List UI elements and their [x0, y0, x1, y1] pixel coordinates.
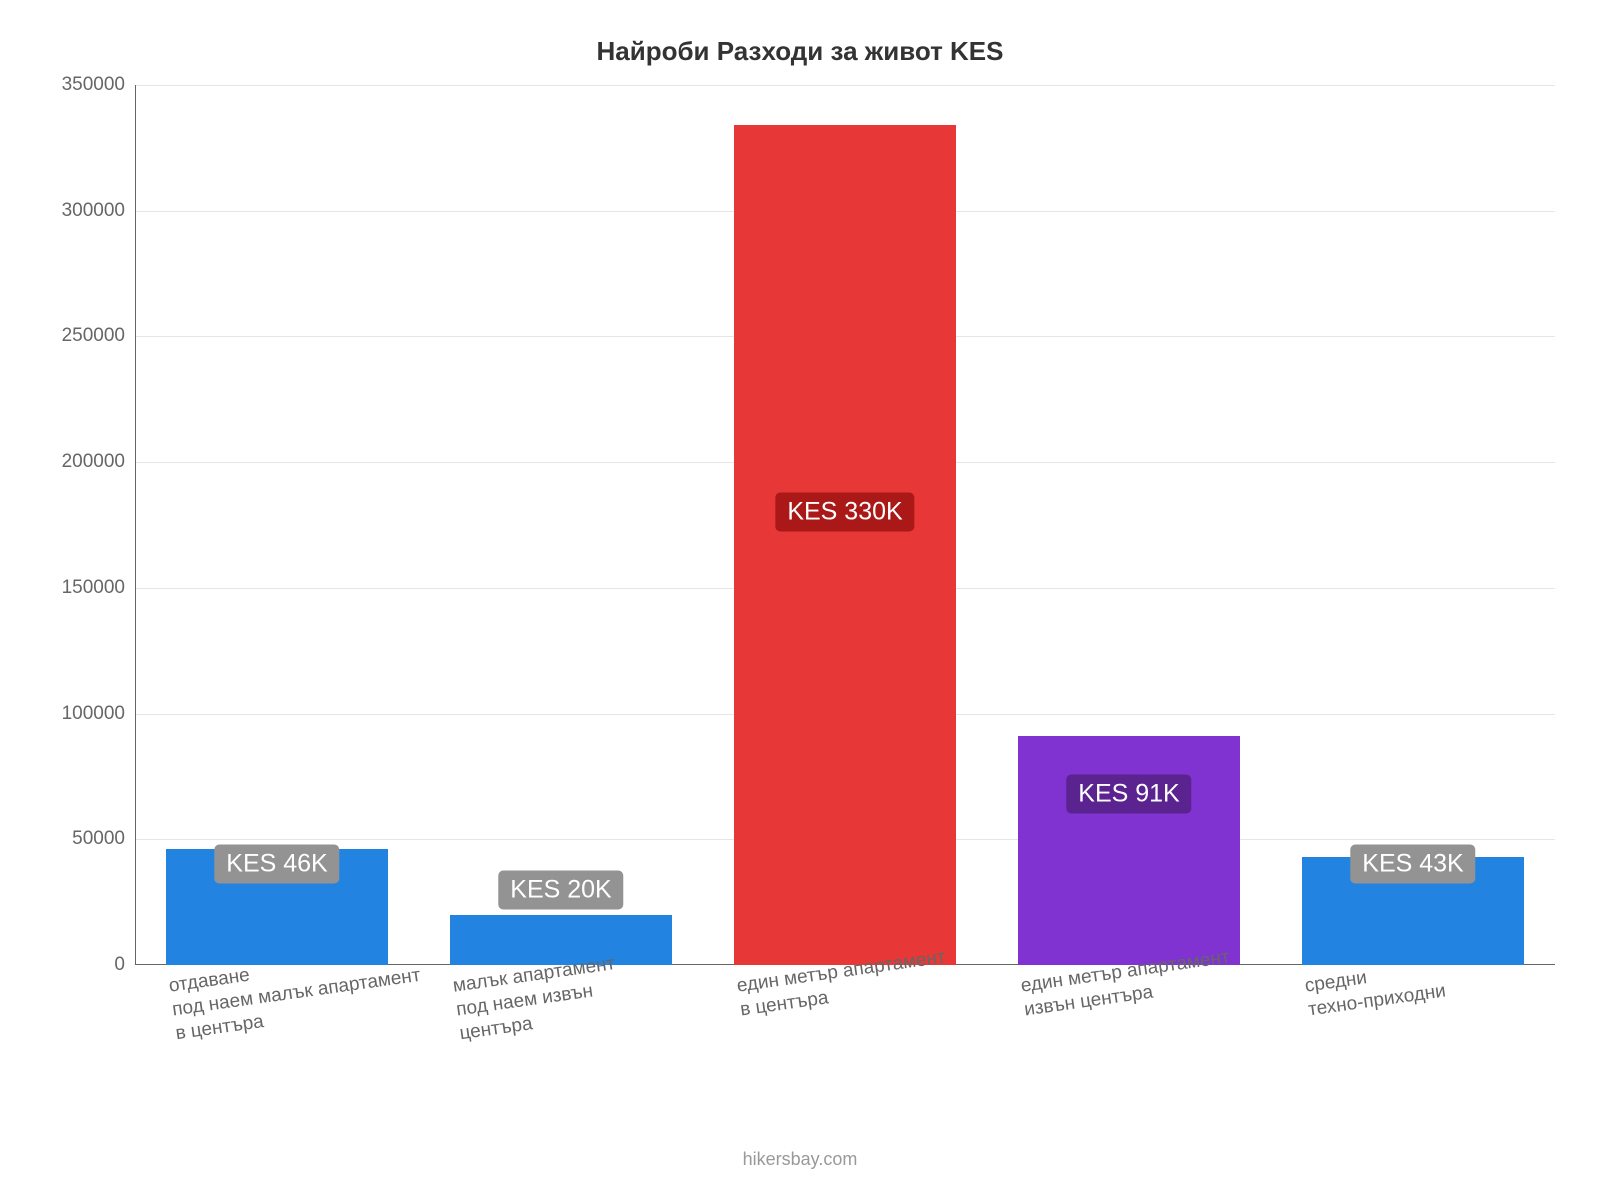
- y-tick-label: 50000: [72, 828, 135, 850]
- bar-value-label: KES 43K: [1350, 845, 1475, 884]
- y-axis-line: [135, 85, 136, 965]
- y-tick-label: 150000: [62, 577, 135, 599]
- chart-title: Найроби Разходи за живот KES: [0, 36, 1600, 67]
- gridline: [135, 85, 1555, 86]
- plot-area: 0500001000001500002000002500003000003500…: [135, 85, 1555, 965]
- bar-value-label: KES 20K: [498, 870, 623, 909]
- bar: [734, 125, 956, 965]
- bar-value-label: KES 330K: [775, 493, 914, 532]
- attribution-text: hikersbay.com: [0, 1149, 1600, 1170]
- bar-value-label: KES 46K: [214, 845, 339, 884]
- y-tick-label: 350000: [62, 74, 135, 96]
- y-tick-label: 0: [114, 954, 135, 976]
- y-tick-label: 250000: [62, 325, 135, 347]
- bar: [1018, 736, 1240, 965]
- y-tick-label: 100000: [62, 703, 135, 725]
- bar-value-label: KES 91K: [1066, 775, 1191, 814]
- y-tick-label: 200000: [62, 451, 135, 473]
- y-tick-label: 300000: [62, 200, 135, 222]
- cost-of-living-chart: Найроби Разходи за живот KES 05000010000…: [0, 0, 1600, 1200]
